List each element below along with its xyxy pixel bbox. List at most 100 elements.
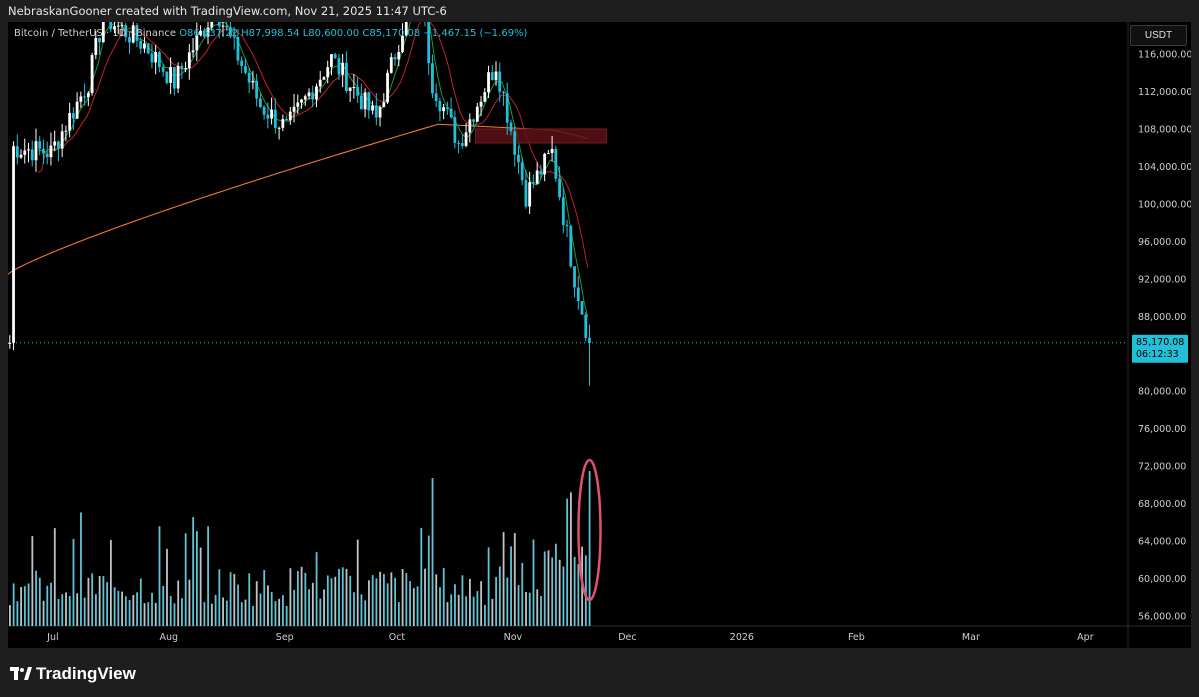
- volume-bar: [293, 589, 296, 626]
- price-candle: [120, 22, 124, 37]
- price-candle: [19, 149, 23, 160]
- price-candle: [307, 88, 311, 100]
- volume-bar: [207, 526, 210, 626]
- price-candle: [202, 27, 206, 39]
- volume-bar: [435, 574, 438, 626]
- price-tag-countdown: 06:12:33: [1136, 349, 1179, 360]
- volume-bar: [98, 575, 101, 626]
- volume-bar: [439, 587, 441, 626]
- volume-bar: [543, 551, 546, 626]
- volume-bar: [12, 583, 15, 626]
- price-candle: [49, 132, 53, 166]
- volume-bar: [296, 571, 299, 626]
- volume-bar: [573, 556, 576, 626]
- price-candle: [68, 102, 72, 138]
- y-tick-label: 60,000.00: [1138, 574, 1186, 585]
- price-candle: [12, 141, 15, 351]
- volume-bar: [525, 591, 527, 626]
- price-candle: [505, 82, 509, 135]
- volume-bar: [521, 563, 524, 626]
- volume-bar: [300, 566, 303, 626]
- volume-bar: [349, 575, 352, 626]
- volume-bar: [210, 603, 213, 626]
- price-chart[interactable]: 116,000.00 112,000.00 108,000.00 104,000.00…: [8, 22, 1191, 648]
- price-tag-value: 85,170.08: [1136, 337, 1184, 348]
- price-candle: [453, 110, 457, 149]
- price-candle: [333, 52, 337, 60]
- volume-bar: [278, 598, 281, 626]
- x-tick-label: Feb: [848, 632, 865, 643]
- price-candle: [139, 37, 143, 54]
- price-candle: [42, 139, 45, 164]
- price-candle: [509, 119, 513, 136]
- price-candle: [513, 126, 517, 167]
- volume-bar: [513, 533, 516, 626]
- price-candle: [378, 105, 382, 127]
- volume-bar: [282, 595, 284, 626]
- volume-bar: [304, 572, 307, 626]
- volume-bar: [566, 498, 569, 626]
- price-candle: [326, 60, 330, 84]
- price-candle: [221, 22, 225, 37]
- price-candle: [588, 324, 591, 386]
- volume-bar: [345, 568, 348, 626]
- resistance-zone: [475, 128, 607, 144]
- volume-bar: [136, 592, 138, 626]
- price-candle: [277, 126, 281, 140]
- price-candle: [356, 77, 360, 104]
- price-candle: [404, 22, 408, 37]
- price-candle: [546, 149, 550, 155]
- volume-bar: [42, 600, 45, 626]
- price-candle: [520, 156, 524, 186]
- price-candle: [45, 141, 49, 165]
- price-candle: [244, 58, 247, 75]
- price-candle: [330, 54, 333, 76]
- volume-bar: [199, 547, 202, 626]
- price-candle: [464, 122, 468, 148]
- volume-bar: [177, 580, 180, 626]
- price-candle: [86, 91, 90, 106]
- price-candle: [569, 224, 573, 269]
- tradingview-logo[interactable]: TradingView: [10, 664, 136, 684]
- price-candle: [445, 101, 449, 115]
- volume-bar: [397, 602, 400, 626]
- price-candle: [240, 56, 244, 74]
- price-candle: [229, 22, 232, 39]
- price-candle: [315, 83, 318, 108]
- volume-bar: [323, 589, 325, 626]
- volume-bar: [244, 599, 247, 626]
- volume-bar: [442, 567, 445, 626]
- volume-bar: [416, 586, 419, 626]
- volume-bar: [91, 573, 94, 626]
- price-candle: [303, 94, 307, 106]
- volume-bar: [233, 573, 236, 626]
- volume-bar: [218, 569, 221, 626]
- price-candle: [472, 118, 475, 127]
- currency-button[interactable]: USDT: [1130, 25, 1187, 46]
- volume-bar: [394, 577, 397, 626]
- price-candle: [71, 107, 75, 131]
- volume-bar: [341, 567, 344, 626]
- volume-bar: [225, 600, 228, 626]
- price-candle: [101, 22, 105, 43]
- price-candle: [180, 62, 184, 79]
- price-candle: [565, 219, 569, 238]
- price-candle: [449, 97, 453, 119]
- chart-panel[interactable]: 116,000.00 112,000.00 108,000.00 104,000.00…: [8, 22, 1191, 648]
- price-candle: [64, 125, 68, 142]
- volume-bar: [263, 569, 266, 626]
- volume-bar: [147, 602, 150, 626]
- volume-bar: [68, 596, 71, 626]
- volume-bar: [46, 585, 49, 626]
- volume-bar: [502, 532, 505, 626]
- volume-bar: [401, 569, 404, 626]
- volume-bar: [311, 582, 314, 626]
- volume-bar: [106, 582, 109, 626]
- price-candle: [34, 128, 38, 172]
- volume-bar: [143, 603, 146, 626]
- price-candle: [57, 140, 60, 162]
- price-candle: [135, 23, 139, 48]
- price-candle: [116, 22, 120, 35]
- price-candle: [258, 93, 262, 109]
- x-tick-label: Aug: [160, 632, 179, 643]
